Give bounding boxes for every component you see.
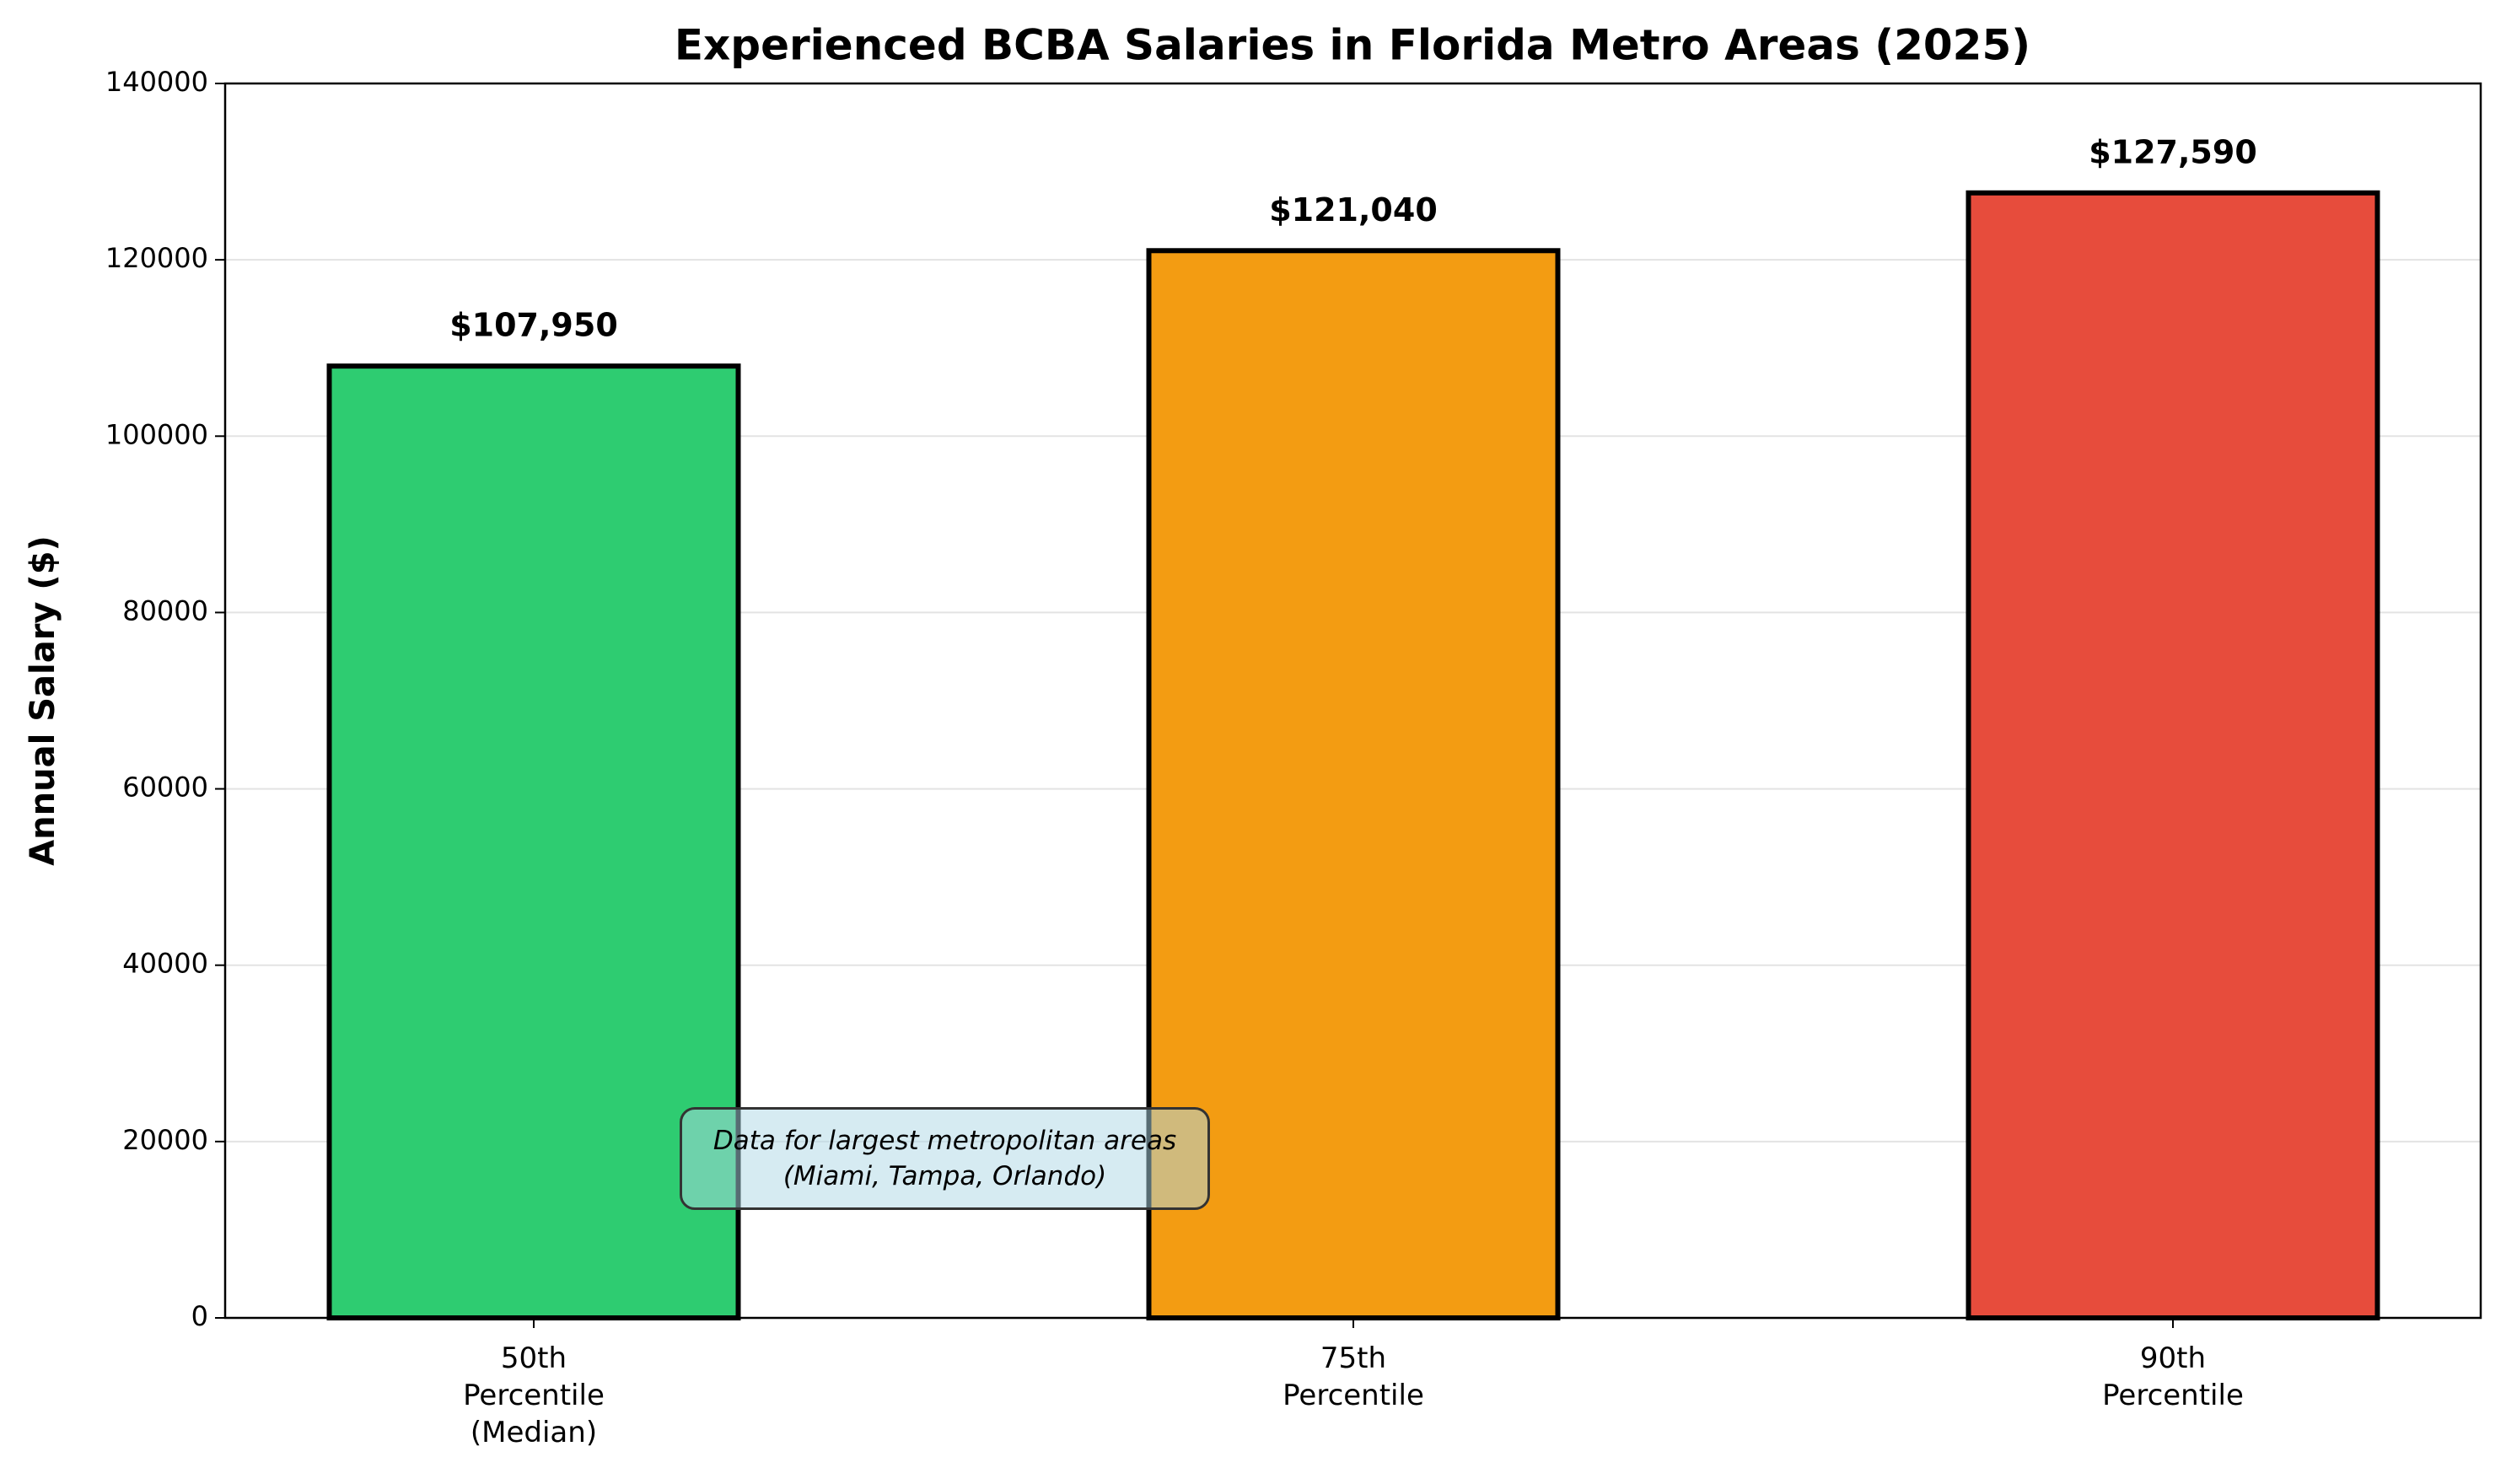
bar	[1966, 190, 2380, 1320]
value-label: $107,950	[449, 307, 618, 344]
y-tick-label: 120000	[105, 242, 208, 274]
y-tick-label: 40000	[122, 948, 208, 980]
y-axis-label: Annual Salary ($)	[24, 535, 62, 866]
bar	[1146, 248, 1561, 1320]
y-tick-label: 20000	[122, 1124, 208, 1156]
x-tick-label: 90th Percentile	[2102, 1342, 2244, 1412]
x-tick-label: 75th Percentile	[1283, 1342, 1424, 1412]
y-tick-label: 60000	[122, 772, 208, 804]
bar	[326, 363, 741, 1320]
x-tick-label: 50th Percentile (Median)	[463, 1342, 605, 1449]
plot-frame	[223, 82, 2482, 1320]
y-tick-label: 140000	[105, 66, 208, 98]
annotation: Data for largest metropolitan areas (Mia…	[680, 1107, 1210, 1210]
value-label: $127,590	[2089, 133, 2257, 170]
y-tick-label: 100000	[105, 418, 208, 450]
y-tick-label: 80000	[122, 594, 208, 626]
value-label: $121,040	[1269, 191, 1438, 229]
chart-title: Experienced BCBA Salaries in Florida Met…	[675, 21, 2030, 70]
y-tick-label: 0	[191, 1300, 208, 1332]
